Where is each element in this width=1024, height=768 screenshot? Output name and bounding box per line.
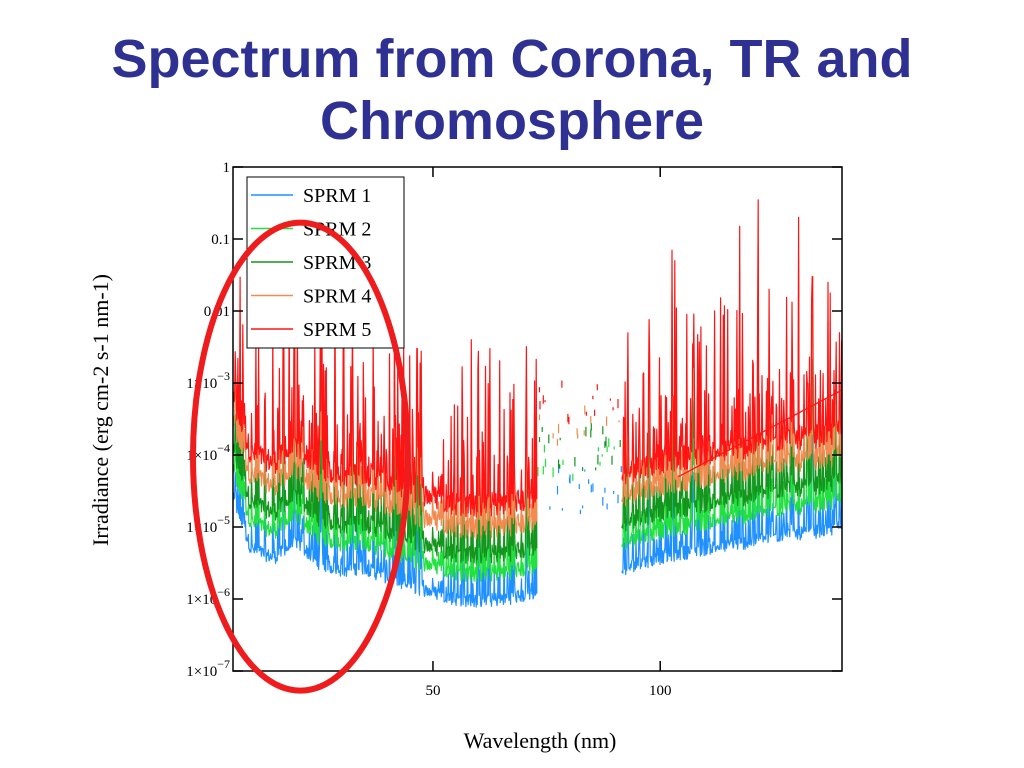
y-tick-label-4: 1×10−3 [186, 369, 230, 392]
series-5-trend-line [678, 389, 842, 478]
legend-label-4: SPRM 4 [303, 286, 371, 308]
series-layer [233, 199, 842, 608]
plot-frame [232, 166, 843, 672]
slide-title: Spectrum from Corona, TR and Chromospher… [0, 28, 1024, 152]
y-tick-label-8: 1×10−7 [186, 657, 230, 680]
slide-title-line-2: Chromosphere [319, 91, 705, 151]
y-axis-label: Irradiance (erg cm-2 s-1 nm-1) [88, 274, 113, 546]
y-tick-label-6: 1×10−5 [186, 513, 230, 536]
series-line-3 [233, 299, 842, 565]
highlight-ellipse [190, 219, 411, 694]
legend-label-5: SPRM 5 [303, 319, 371, 341]
x-axis-label: Wavelength (nm) [464, 728, 617, 753]
series-line-4 [233, 245, 842, 539]
legend-box [246, 176, 405, 349]
legend-label-1: SPRM 1 [303, 185, 371, 207]
y-tick-label-7: 1×10−6 [186, 585, 230, 608]
series-line-5 [233, 199, 842, 518]
series-line-2 [233, 338, 842, 583]
x-tick-label-1: 50 [425, 683, 440, 699]
annotation-layer [190, 219, 411, 694]
y-tick-label-1: 1 [223, 160, 231, 176]
series-line-1 [233, 392, 842, 608]
y-tick-label-2: 0.1 [211, 232, 230, 248]
slide-title-line-1: Spectrum from Corona, TR and [111, 29, 913, 89]
x-tick-label-2: 100 [649, 683, 672, 699]
